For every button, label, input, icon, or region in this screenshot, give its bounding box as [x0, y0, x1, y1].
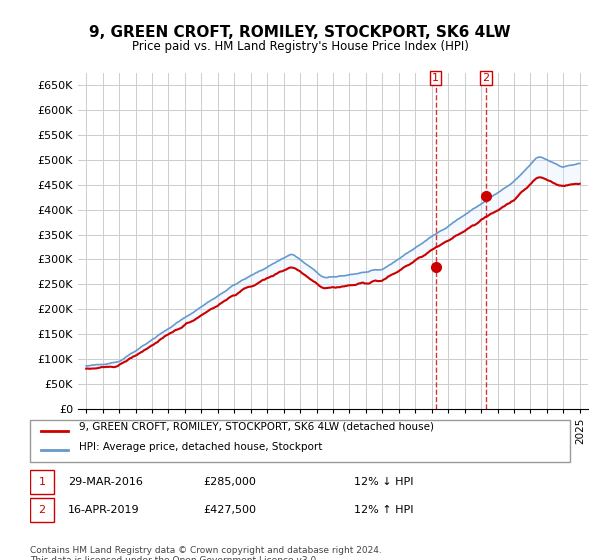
Text: 9, GREEN CROFT, ROMILEY, STOCKPORT, SK6 4LW (detached house): 9, GREEN CROFT, ROMILEY, STOCKPORT, SK6 … [79, 422, 434, 432]
Text: 2: 2 [38, 505, 46, 515]
FancyBboxPatch shape [30, 420, 570, 462]
Text: 9, GREEN CROFT, ROMILEY, STOCKPORT, SK6 4LW: 9, GREEN CROFT, ROMILEY, STOCKPORT, SK6 … [89, 25, 511, 40]
Text: 1: 1 [38, 477, 46, 487]
FancyBboxPatch shape [30, 498, 54, 522]
Text: 2: 2 [482, 73, 490, 83]
Text: Contains HM Land Registry data © Crown copyright and database right 2024.
This d: Contains HM Land Registry data © Crown c… [30, 546, 382, 560]
Text: £427,500: £427,500 [203, 505, 256, 515]
Text: 12% ↓ HPI: 12% ↓ HPI [354, 477, 413, 487]
FancyBboxPatch shape [30, 470, 54, 494]
Text: 1: 1 [432, 73, 439, 83]
Text: Price paid vs. HM Land Registry's House Price Index (HPI): Price paid vs. HM Land Registry's House … [131, 40, 469, 53]
Text: £285,000: £285,000 [203, 477, 256, 487]
Text: 29-MAR-2016: 29-MAR-2016 [68, 477, 143, 487]
Text: HPI: Average price, detached house, Stockport: HPI: Average price, detached house, Stoc… [79, 441, 322, 451]
Text: 12% ↑ HPI: 12% ↑ HPI [354, 505, 413, 515]
Text: 16-APR-2019: 16-APR-2019 [68, 505, 139, 515]
